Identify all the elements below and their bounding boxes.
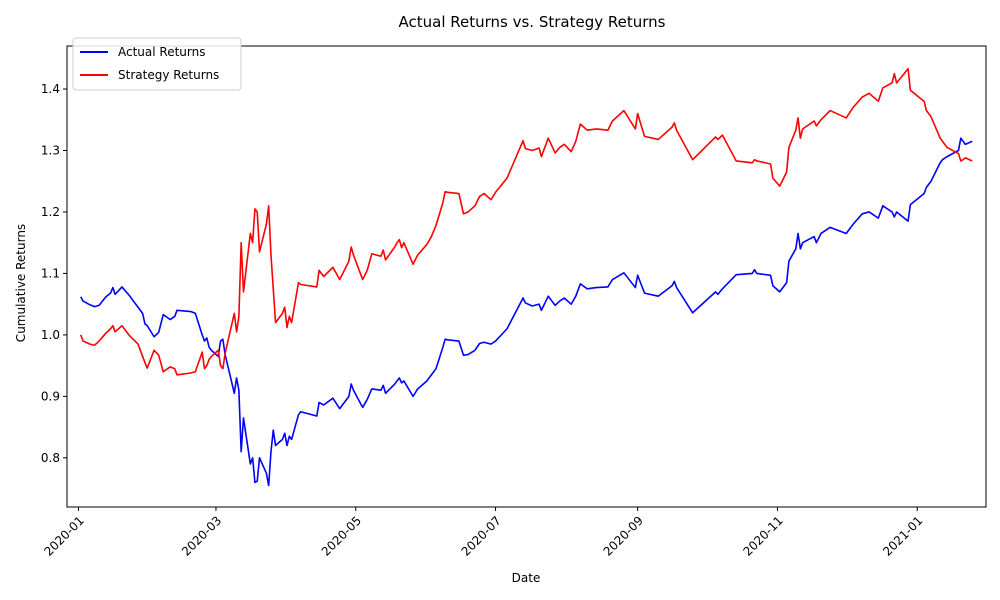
y-axis-label: Cumulative Returns <box>14 224 28 342</box>
x-axis-label: Date <box>512 571 541 585</box>
series-line-strategy-returns <box>80 67 973 376</box>
legend-label-strategy-returns: Strategy Returns <box>118 68 219 82</box>
y-tick-label: 1.2 <box>41 205 60 219</box>
legend: Actual Returns Strategy Returns <box>72 37 242 91</box>
chart-title: Actual Returns vs. Strategy Returns <box>399 13 666 31</box>
plot-frame <box>66 45 987 508</box>
y-tick-label: 1.4 <box>41 82 60 96</box>
y-tick-label: 1.3 <box>41 143 60 157</box>
legend-box <box>72 37 242 91</box>
y-tick-label: 0.9 <box>41 389 60 403</box>
legend-label-actual-returns: Actual Returns <box>118 45 205 59</box>
y-tick-label: 1.0 <box>41 328 60 342</box>
y-tick-label: 0.8 <box>41 451 60 465</box>
y-tick-label: 1.1 <box>41 266 60 280</box>
y-axis-ticks: 0.8 0.9 1.0 1.1 1.2 1.3 1.4 <box>41 82 67 465</box>
series-line-actual-returns <box>80 137 973 487</box>
series-layer <box>80 67 973 487</box>
